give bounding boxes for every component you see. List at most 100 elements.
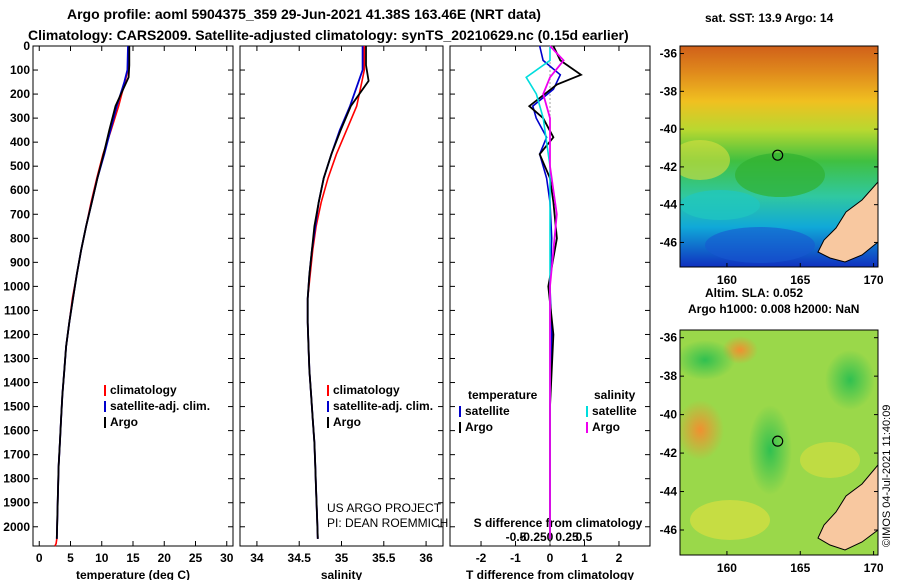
s-diff-tick-label: 0.5 xyxy=(576,530,593,544)
imos-timestamp: ©IMOS 04-Jul-2021 11:40:09 xyxy=(881,405,893,547)
legend-label: satellite xyxy=(592,404,637,418)
sla-map-frame xyxy=(679,329,879,556)
sla-map: Altim. SLA: 0.052 Argo h1000: 0.008 h200… xyxy=(660,286,884,575)
s-diff-tick-label: -0.5 xyxy=(506,530,527,544)
y-tick-label: 1500 xyxy=(3,400,30,414)
sla-argo-marker xyxy=(772,435,784,447)
y-tick-label: 1300 xyxy=(3,352,30,366)
legend-label: satellite-adj. clim. xyxy=(333,399,433,413)
sst-patch xyxy=(680,190,760,220)
map-y-tick-label: -44 xyxy=(660,198,678,212)
sst-argo-marker xyxy=(772,149,784,161)
legend-label: Argo xyxy=(333,415,361,429)
legend-label: Argo xyxy=(592,420,620,434)
sla-map-axes: -36 -38 -40 -42 -44 -46 160 165 170 xyxy=(660,331,884,575)
y-tick-label: 700 xyxy=(10,207,30,221)
legend-label: Argo xyxy=(465,420,493,434)
x-tick-label: 30 xyxy=(220,551,234,565)
y-tick-label: 600 xyxy=(10,183,30,197)
x-axis-label: salinity xyxy=(321,568,363,580)
x-tick-label: -1 xyxy=(510,551,521,565)
sla-map-title2: Argo h1000: 0.008 h2000: NaN xyxy=(688,302,859,316)
sla-patch xyxy=(825,350,875,410)
map-y-tick-label: -46 xyxy=(660,523,678,537)
y-tick-label: 1900 xyxy=(3,496,30,510)
x-tick-label: 25 xyxy=(189,551,203,565)
x-tick-label: 2 xyxy=(616,551,623,565)
plot-frame xyxy=(32,45,234,547)
x-tick-label: 34 xyxy=(250,551,264,565)
map-y-tick-label: -42 xyxy=(660,446,678,460)
credit-pi: PI: DEAN ROEMMICH xyxy=(327,516,448,530)
map-y-tick-label: -40 xyxy=(660,122,678,136)
y-tick-label: 1000 xyxy=(3,279,30,293)
map-y-tick-label: -36 xyxy=(660,47,678,61)
y-tick-label: 1100 xyxy=(4,303,30,317)
x-axis-label: T difference from climatology xyxy=(466,568,634,580)
x-tick-label: 34.5 xyxy=(288,551,312,565)
series-line-s-argo xyxy=(542,45,565,539)
y-tick-label: 1600 xyxy=(3,424,30,438)
sla-map-title1: Altim. SLA: 0.052 xyxy=(705,286,803,300)
map-y-tick-label: -38 xyxy=(660,369,678,383)
sla-land xyxy=(817,464,878,551)
y-tick-label: 100 xyxy=(10,63,30,77)
sst-map-axes: -36 -38 -40 -42 -44 -46 160 165 170 xyxy=(660,47,884,287)
difference-panel: -2 -1 0 1 2 T difference from climatology S di… xyxy=(449,45,651,580)
y-tick-label: 0 xyxy=(23,39,30,53)
legend-header-salinity: salinity xyxy=(594,388,636,402)
y-tick-label: 300 xyxy=(10,111,30,125)
sst-map-title: sat. SST: 13.9 Argo: 14 xyxy=(705,11,834,25)
y-tick-label: 200 xyxy=(10,87,30,101)
legend-label: satellite xyxy=(465,404,510,418)
sst-land xyxy=(817,181,878,263)
salinity-panel: 34 34.5 35 35.5 36 salinity climatology satelli… xyxy=(239,45,444,580)
y-tick-label: 900 xyxy=(10,255,30,269)
s-diff-tick-label: 0.25 xyxy=(555,530,579,544)
legend-label: climatology xyxy=(110,383,177,397)
map-y-tick-label: -44 xyxy=(660,485,678,499)
x-tick-label: 20 xyxy=(158,551,172,565)
map-y-tick-label: -42 xyxy=(660,160,678,174)
x-tick-label: 10 xyxy=(95,551,109,565)
x-tick-label: 0 xyxy=(547,551,554,565)
title-line1: Argo profile: aoml 5904375_359 29-Jun-20… xyxy=(67,6,541,22)
legend-label: climatology xyxy=(333,383,400,397)
series-line-argo xyxy=(55,46,131,539)
s-diff-axis-label: S difference from climatology xyxy=(474,516,643,530)
sst-map-frame xyxy=(679,45,879,268)
y-tick-label: 1700 xyxy=(3,448,30,462)
map-x-tick-label: 170 xyxy=(864,273,884,287)
x-axis-label: temperature (deg C) xyxy=(76,568,190,580)
legend-header-temperature: temperature xyxy=(468,388,538,402)
legend-label: satellite-adj. clim. xyxy=(110,399,210,413)
y-tick-label: 2000 xyxy=(3,520,30,534)
map-y-tick-label: -40 xyxy=(660,408,678,422)
sla-patch xyxy=(680,400,724,460)
map-x-tick-label: 160 xyxy=(717,273,737,287)
plot-frame xyxy=(239,45,444,547)
x-tick-label: 36 xyxy=(419,551,433,565)
credit-project: US ARGO PROJECT xyxy=(327,501,442,515)
x-tick-label: 1 xyxy=(581,551,588,565)
y-tick-label: 400 xyxy=(10,135,30,149)
y-tick-label: 1200 xyxy=(3,327,30,341)
x-tick-label: 5 xyxy=(67,551,74,565)
series-line-t-argo xyxy=(527,45,583,539)
sst-patch xyxy=(705,227,815,263)
x-tick-label: -2 xyxy=(476,551,487,565)
sla-patch xyxy=(800,442,860,478)
temperature-panel: 0100200300400500600700800900100011001200… xyxy=(3,39,233,580)
sla-patch xyxy=(690,500,770,540)
series-line-argo xyxy=(306,46,370,539)
sla-patch xyxy=(680,340,735,380)
legend-label: Argo xyxy=(110,415,138,429)
y-tick-label: 500 xyxy=(10,159,30,173)
map-y-tick-label: -46 xyxy=(660,235,678,249)
sst-map: sat. SST: 13.9 Argo: 14 -36 -38 -40 -42 -44 -… xyxy=(660,11,884,287)
s-diff-tick-label: -0.25 xyxy=(519,530,547,544)
map-x-tick-label: 165 xyxy=(790,561,810,575)
map-y-tick-label: -36 xyxy=(660,331,678,345)
map-y-tick-label: -38 xyxy=(660,84,678,98)
